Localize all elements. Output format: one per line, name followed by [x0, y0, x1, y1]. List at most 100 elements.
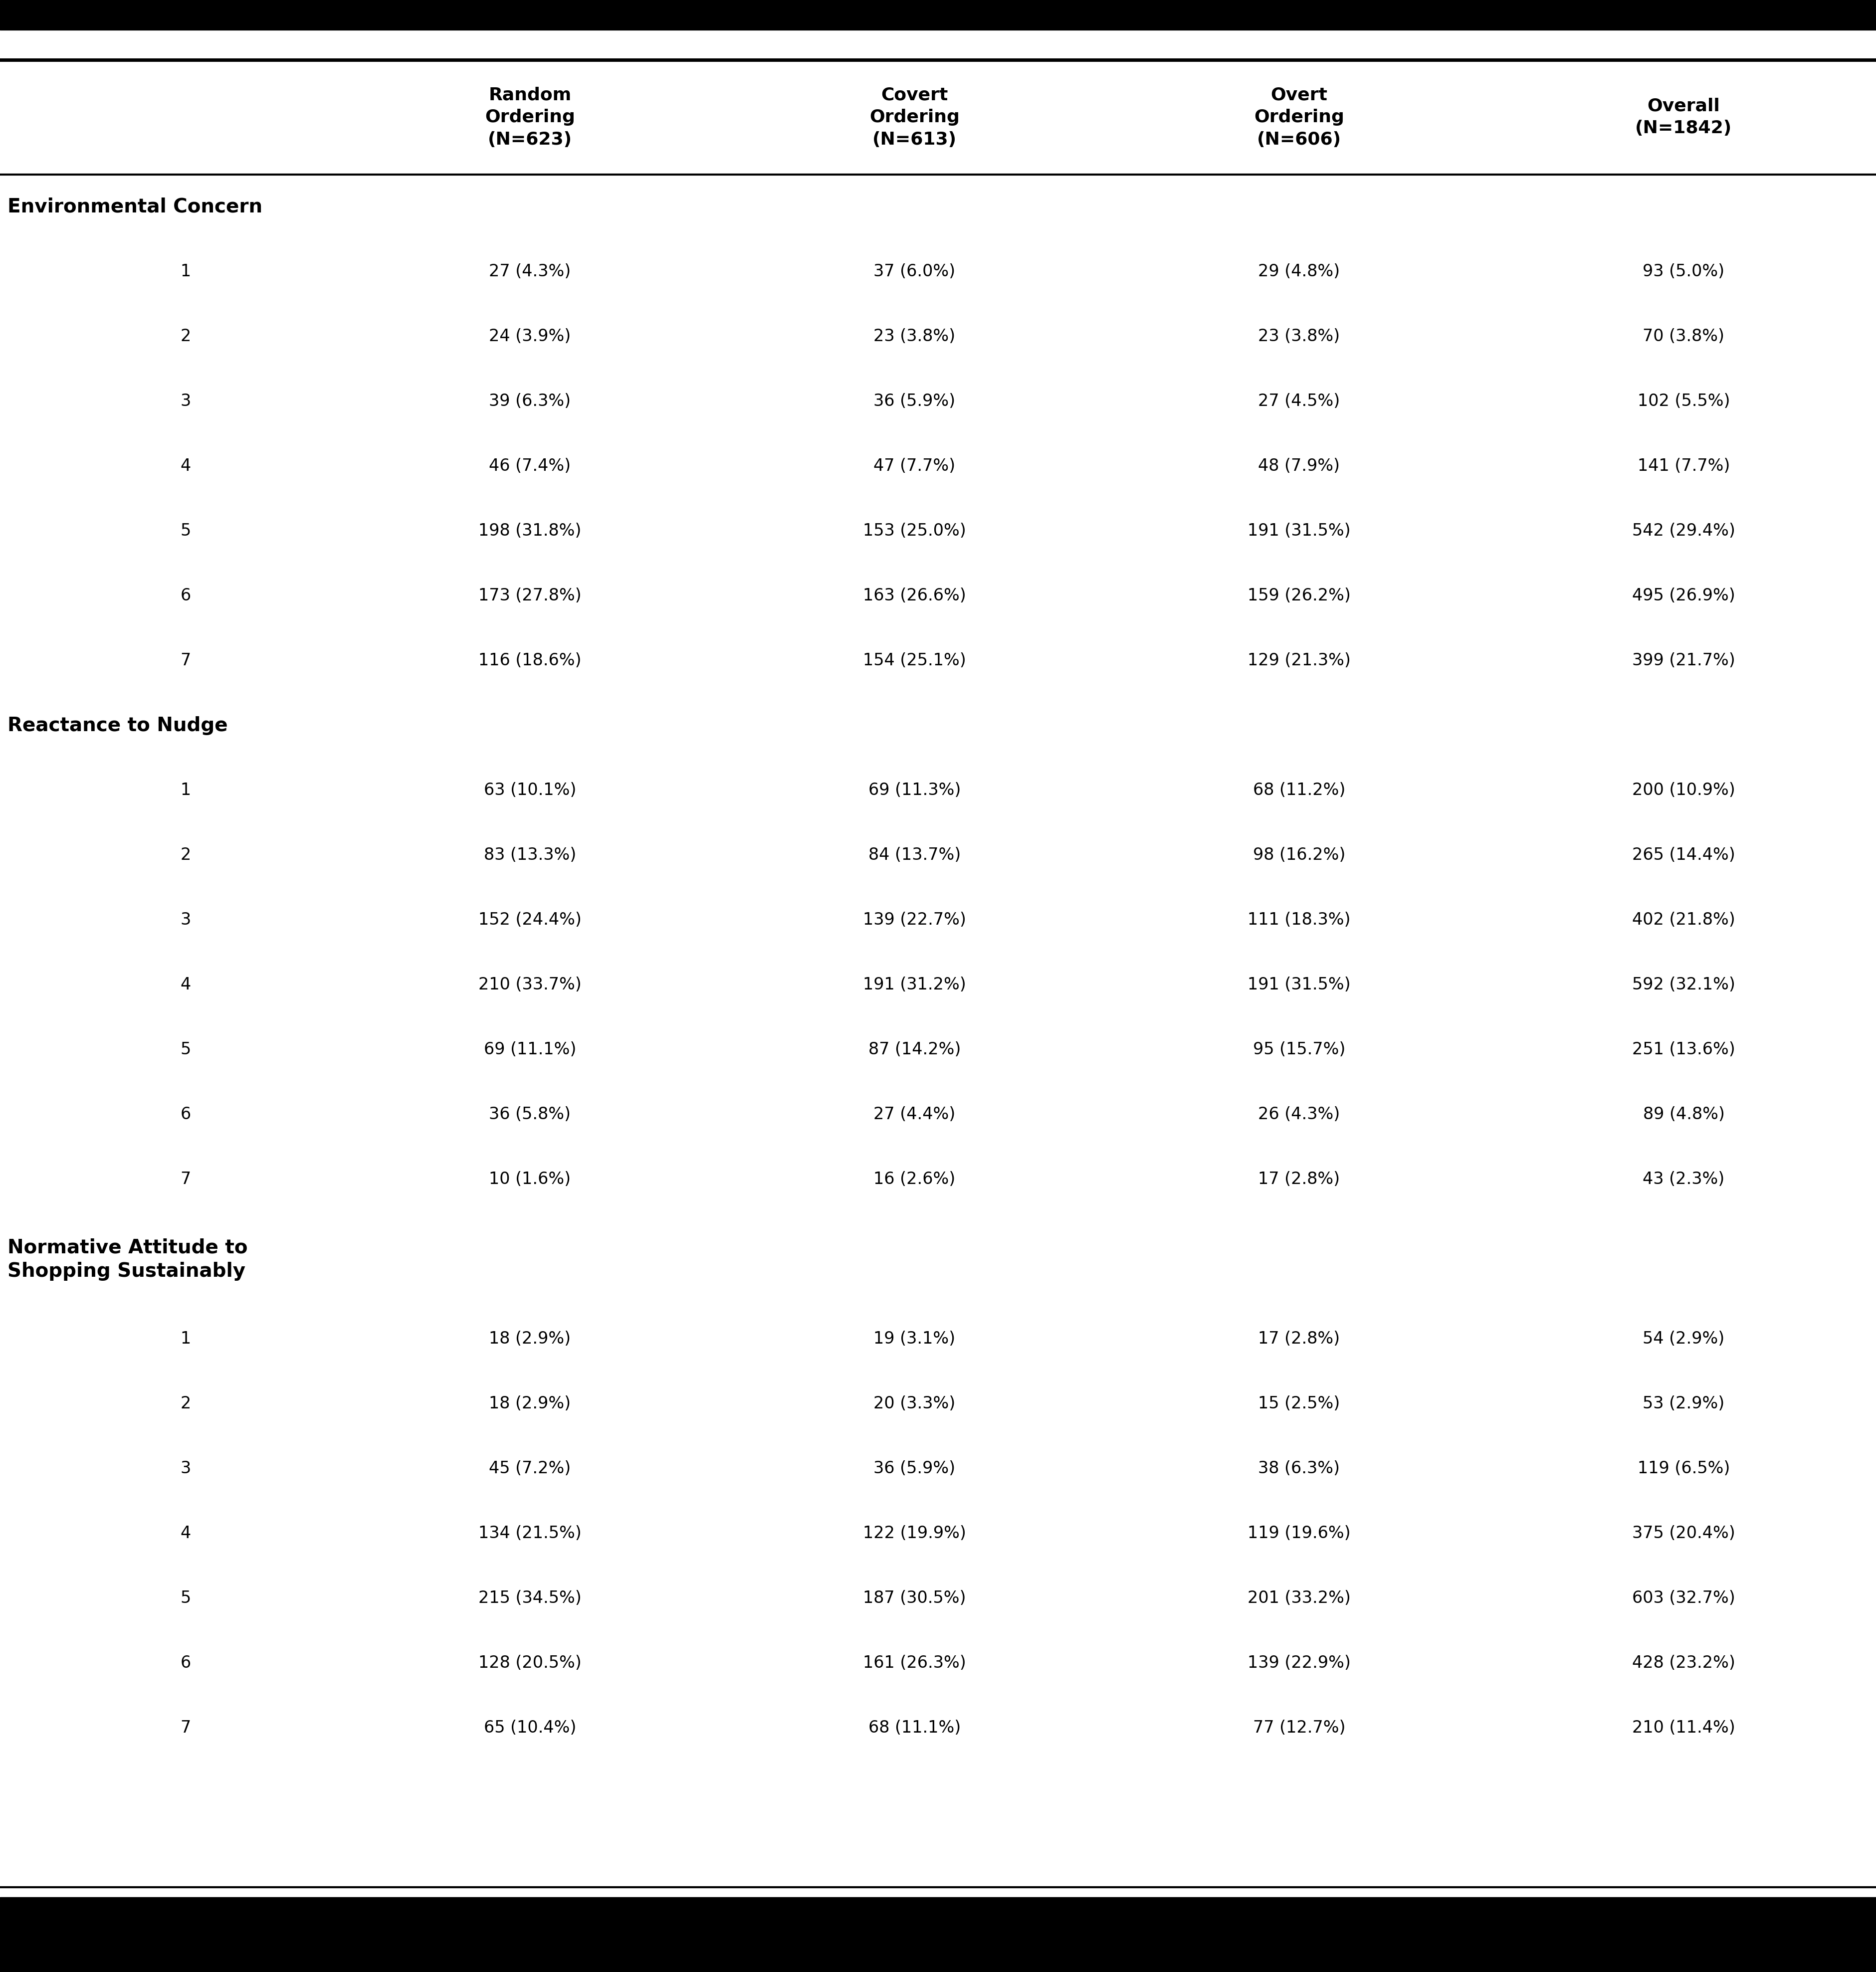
Text: 187 (30.5%): 187 (30.5%) [863, 1589, 966, 1607]
Text: Reactance to Nudge: Reactance to Nudge [8, 716, 227, 736]
Text: 122 (19.9%): 122 (19.9%) [863, 1526, 966, 1542]
Text: 7: 7 [180, 653, 191, 669]
Text: 18 (2.9%): 18 (2.9%) [490, 1331, 570, 1347]
Text: Random
Ordering
(N=623): Random Ordering (N=623) [484, 87, 576, 148]
Text: 4: 4 [180, 458, 191, 475]
Text: 4: 4 [180, 976, 191, 994]
Text: 1: 1 [180, 264, 191, 280]
Text: 24 (3.9%): 24 (3.9%) [490, 329, 570, 345]
Text: 215 (34.5%): 215 (34.5%) [478, 1589, 582, 1607]
Text: 154 (25.1%): 154 (25.1%) [863, 653, 966, 669]
Text: 95 (15.7%): 95 (15.7%) [1253, 1041, 1345, 1059]
Text: 134 (21.5%): 134 (21.5%) [478, 1526, 582, 1542]
Text: 119 (19.6%): 119 (19.6%) [1248, 1526, 1351, 1542]
Text: 1: 1 [180, 783, 191, 799]
Text: 89 (4.8%): 89 (4.8%) [1643, 1106, 1724, 1122]
Text: 198 (31.8%): 198 (31.8%) [478, 523, 582, 540]
Text: 5: 5 [180, 1589, 191, 1607]
Text: 20 (3.3%): 20 (3.3%) [874, 1396, 955, 1412]
Text: 2: 2 [180, 1396, 191, 1412]
Text: 542 (29.4%): 542 (29.4%) [1632, 523, 1735, 540]
Text: 495 (26.9%): 495 (26.9%) [1632, 588, 1735, 603]
Text: 7: 7 [180, 1171, 191, 1187]
Text: 191 (31.5%): 191 (31.5%) [1248, 976, 1351, 994]
Text: 83 (13.3%): 83 (13.3%) [484, 848, 576, 864]
Text: 53 (2.9%): 53 (2.9%) [1643, 1396, 1724, 1412]
Text: 6: 6 [180, 1655, 191, 1672]
Text: 603 (32.7%): 603 (32.7%) [1632, 1589, 1735, 1607]
Text: 68 (11.1%): 68 (11.1%) [869, 1720, 961, 1737]
Text: 43 (2.3%): 43 (2.3%) [1643, 1171, 1724, 1187]
Text: 10 (1.6%): 10 (1.6%) [490, 1171, 570, 1187]
Text: Overt
Ordering
(N=606): Overt Ordering (N=606) [1253, 87, 1345, 148]
Text: 153 (25.0%): 153 (25.0%) [863, 523, 966, 540]
Text: 15 (2.5%): 15 (2.5%) [1259, 1396, 1339, 1412]
Text: 98 (16.2%): 98 (16.2%) [1253, 848, 1345, 864]
Text: 36 (5.9%): 36 (5.9%) [874, 1461, 955, 1477]
Text: 46 (7.4%): 46 (7.4%) [490, 458, 570, 475]
Text: 2: 2 [180, 329, 191, 345]
Text: 6: 6 [180, 1106, 191, 1122]
Text: 47 (7.7%): 47 (7.7%) [874, 458, 955, 475]
Text: 19 (3.1%): 19 (3.1%) [874, 1331, 955, 1347]
Text: 17 (2.8%): 17 (2.8%) [1259, 1171, 1339, 1187]
Text: 39 (6.3%): 39 (6.3%) [490, 392, 570, 410]
Text: 84 (13.7%): 84 (13.7%) [869, 848, 961, 864]
Text: 17 (2.8%): 17 (2.8%) [1259, 1331, 1339, 1347]
Text: 2: 2 [180, 848, 191, 864]
Text: 128 (20.5%): 128 (20.5%) [478, 1655, 582, 1672]
Text: 163 (26.6%): 163 (26.6%) [863, 588, 966, 603]
Text: 27 (4.4%): 27 (4.4%) [874, 1106, 955, 1122]
Text: 23 (3.8%): 23 (3.8%) [874, 329, 955, 345]
Text: 191 (31.2%): 191 (31.2%) [863, 976, 966, 994]
Text: 201 (33.2%): 201 (33.2%) [1248, 1589, 1351, 1607]
Text: 139 (22.7%): 139 (22.7%) [863, 911, 966, 929]
Text: 210 (11.4%): 210 (11.4%) [1632, 1720, 1735, 1737]
Text: 3: 3 [180, 911, 191, 929]
Text: 210 (33.7%): 210 (33.7%) [478, 976, 582, 994]
Text: 54 (2.9%): 54 (2.9%) [1643, 1331, 1724, 1347]
Text: 251 (13.6%): 251 (13.6%) [1632, 1041, 1735, 1059]
Text: 36 (5.9%): 36 (5.9%) [874, 392, 955, 410]
Text: 173 (27.8%): 173 (27.8%) [478, 588, 582, 603]
Text: 23 (3.8%): 23 (3.8%) [1259, 329, 1339, 345]
Text: 119 (6.5%): 119 (6.5%) [1638, 1461, 1730, 1477]
Text: 139 (22.9%): 139 (22.9%) [1248, 1655, 1351, 1672]
Text: 27 (4.5%): 27 (4.5%) [1259, 392, 1339, 410]
Text: 4: 4 [180, 1526, 191, 1542]
Text: 402 (21.8%): 402 (21.8%) [1632, 911, 1735, 929]
Text: 592 (32.1%): 592 (32.1%) [1632, 976, 1735, 994]
Text: 27 (4.3%): 27 (4.3%) [490, 264, 570, 280]
Text: Normative Attitude to
Shopping Sustainably: Normative Attitude to Shopping Sustainab… [8, 1238, 248, 1280]
Text: 399 (21.7%): 399 (21.7%) [1632, 653, 1735, 669]
Text: 3: 3 [180, 1461, 191, 1477]
Text: 6: 6 [180, 588, 191, 603]
Text: 29 (4.8%): 29 (4.8%) [1259, 264, 1339, 280]
Text: 152 (24.4%): 152 (24.4%) [478, 911, 582, 929]
Bar [0, 1897, 1876, 1972]
Text: 428 (23.2%): 428 (23.2%) [1632, 1655, 1735, 1672]
Text: 159 (26.2%): 159 (26.2%) [1248, 588, 1351, 603]
Text: 68 (11.2%): 68 (11.2%) [1253, 783, 1345, 799]
Text: 26 (4.3%): 26 (4.3%) [1259, 1106, 1339, 1122]
Text: 191 (31.5%): 191 (31.5%) [1248, 523, 1351, 540]
Text: 141 (7.7%): 141 (7.7%) [1638, 458, 1730, 475]
Text: 16 (2.6%): 16 (2.6%) [874, 1171, 955, 1187]
Text: 200 (10.9%): 200 (10.9%) [1632, 783, 1735, 799]
Text: 77 (12.7%): 77 (12.7%) [1253, 1720, 1345, 1737]
Text: 70 (3.8%): 70 (3.8%) [1643, 329, 1724, 345]
Text: 63 (10.1%): 63 (10.1%) [484, 783, 576, 799]
Text: 3: 3 [180, 392, 191, 410]
Bar [0, 0, 1876, 30]
Text: 111 (18.3%): 111 (18.3%) [1248, 911, 1351, 929]
Text: 48 (7.9%): 48 (7.9%) [1259, 458, 1339, 475]
Text: 102 (5.5%): 102 (5.5%) [1638, 392, 1730, 410]
Text: 65 (10.4%): 65 (10.4%) [484, 1720, 576, 1737]
Text: Environmental Concern: Environmental Concern [8, 197, 263, 217]
Text: 116 (18.6%): 116 (18.6%) [478, 653, 582, 669]
Text: 93 (5.0%): 93 (5.0%) [1643, 264, 1724, 280]
Text: 5: 5 [180, 523, 191, 540]
Text: 45 (7.2%): 45 (7.2%) [490, 1461, 570, 1477]
Text: 37 (6.0%): 37 (6.0%) [874, 264, 955, 280]
Text: Overall
(N=1842): Overall (N=1842) [1636, 97, 1732, 136]
